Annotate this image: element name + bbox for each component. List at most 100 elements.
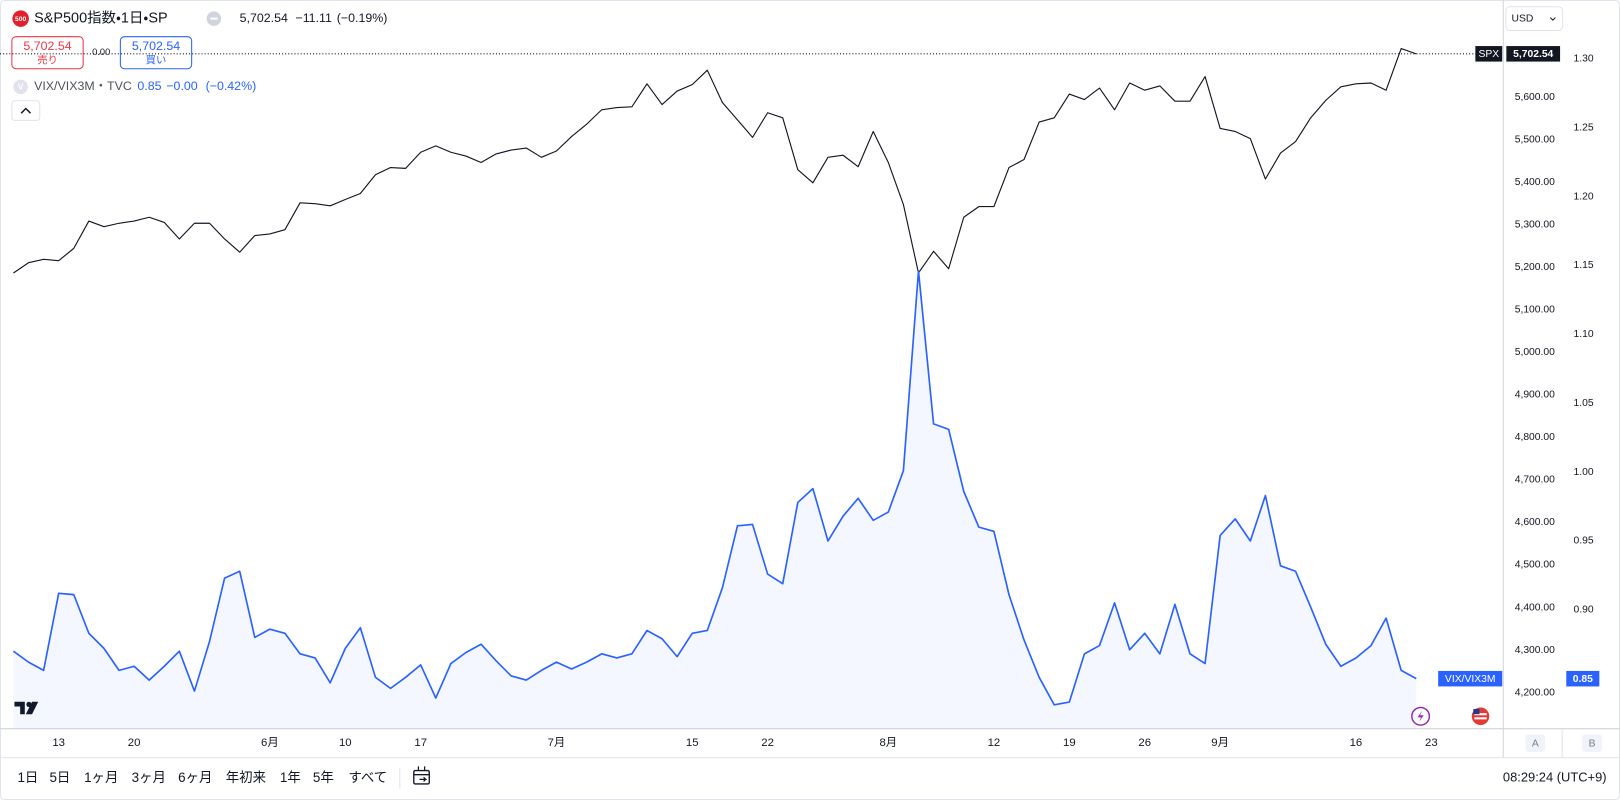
currency-chevron[interactable]: [1549, 17, 1556, 21]
currency[interactable]: USD: [1512, 13, 1534, 24]
collapse-chevron[interactable]: [20, 107, 31, 114]
y-tick-label: 0.95: [1574, 536, 1594, 547]
sell-button-frame[interactable]: [11, 36, 84, 70]
x-tick-label: 9月: [1211, 737, 1229, 749]
range-button[interactable]: すべて: [348, 770, 387, 785]
logo: [14, 701, 39, 715]
currency-frame[interactable]: [1505, 6, 1564, 32]
logo-part: [14, 701, 25, 715]
y-tick-label: 4,500.00: [1515, 560, 1555, 571]
calendar-icon[interactable]: [413, 769, 430, 785]
overlay-last: 0.85: [137, 79, 161, 93]
x-tick-label: 16: [1350, 737, 1363, 749]
last-price: 5,702.54: [240, 11, 288, 25]
y-tick-label: 1.00: [1574, 467, 1594, 478]
flag-stripe: [1474, 713, 1487, 716]
y-tick-label: 4,900.00: [1515, 390, 1555, 401]
price-tag: [1506, 46, 1561, 62]
area: [13, 271, 1417, 729]
calendar-icon[interactable]: [417, 766, 428, 782]
sell-price[interactable]: 5,702.54: [23, 39, 71, 53]
go-to-date-button[interactable]: [413, 766, 430, 785]
line: [13, 48, 1417, 274]
scale-button-label[interactable]: A: [1532, 738, 1539, 749]
x-tick-label: 19: [1063, 737, 1076, 749]
price-tag-label: 5,702.54: [1513, 49, 1553, 60]
x-tick-label: 15: [686, 737, 699, 749]
x-tick-label: 12: [988, 737, 1001, 749]
y-tick-label: 4,700.00: [1515, 475, 1555, 486]
clock[interactable]: 08:29:24 (UTC+9): [1503, 770, 1607, 785]
symbol-badge: [12, 10, 29, 27]
x-tick-label: 20: [128, 737, 141, 749]
range-button[interactable]: 1日: [17, 770, 38, 785]
event-icon-bolt[interactable]: [1417, 710, 1424, 722]
overlay-title[interactable]: VIX/VIX3M・TVC: [34, 79, 132, 93]
price-change: −11.11: [295, 11, 332, 25]
x-tick-label: 6月: [261, 737, 279, 749]
series-tag: [1438, 670, 1503, 687]
sell-button[interactable]: 5,702.54 売り: [11, 36, 84, 70]
logo-part: [25, 701, 39, 715]
range-button[interactable]: 5日: [49, 770, 70, 785]
y-tick-label: 1.15: [1574, 260, 1594, 271]
y-tick-label: 5,600.00: [1515, 92, 1555, 103]
overlay-change: −0.00: [166, 79, 197, 93]
series-tag-label: VIX/VIX3M: [1445, 674, 1496, 685]
x-tick-label: 13: [52, 737, 65, 749]
line: [12, 270, 1417, 706]
y-tick-label: 4,600.00: [1515, 517, 1555, 528]
y-tick-label: 1.25: [1574, 122, 1594, 133]
scale-button-a[interactable]: A: [1525, 734, 1546, 752]
buy-button[interactable]: 5,702.54 買い: [119, 36, 193, 70]
scale-button-label[interactable]: B: [1589, 738, 1596, 749]
range-button[interactable]: 1ヶ月: [84, 770, 118, 785]
y-tick-label: 1.10: [1574, 329, 1594, 340]
y-tick-label: 1.20: [1574, 191, 1594, 202]
y-tick-label: 5,300.00: [1515, 220, 1555, 231]
overlay-icon: [13, 79, 28, 95]
y-tick-label: 1.30: [1574, 54, 1594, 65]
overlay-change-pct: (−0.42%): [206, 79, 257, 93]
series-tag: [1475, 46, 1503, 62]
y-tick-label: 5,000.00: [1515, 347, 1555, 358]
scale-button-frame[interactable]: [1582, 734, 1602, 752]
x-tick-label: 10: [339, 737, 352, 749]
overlay-icon-text: V: [18, 83, 24, 92]
x-tick-label: 8月: [879, 737, 897, 749]
y-tick-label: 0.90: [1574, 605, 1594, 616]
x-tick-label: 17: [414, 737, 427, 749]
buy-price[interactable]: 5,702.54: [132, 39, 180, 53]
spread: 0.00: [92, 47, 110, 57]
collapse-frame[interactable]: [11, 100, 41, 121]
currency-selector[interactable]: USD: [1505, 6, 1564, 32]
range-button[interactable]: 5年: [313, 770, 334, 785]
y-tick-label: 4,400.00: [1515, 602, 1555, 613]
y-tick-label: 5,500.00: [1515, 135, 1555, 146]
scale-button-frame[interactable]: [1525, 734, 1546, 752]
range-button[interactable]: 3ヶ月: [132, 770, 166, 785]
y-tick-label: 1.05: [1574, 398, 1594, 409]
sell-label[interactable]: 売り: [37, 54, 58, 67]
collapse-legend-button[interactable]: [11, 100, 41, 121]
x-tick-label: 7月: [548, 737, 566, 749]
buy-label[interactable]: 買い: [146, 55, 167, 67]
y-tick-label: 5,400.00: [1515, 177, 1555, 188]
range-button[interactable]: 年初来: [226, 770, 266, 785]
price-tag-label: 0.85: [1573, 674, 1593, 685]
series-tag-label: SPX: [1478, 49, 1499, 60]
y-tick-label: 5,200.00: [1515, 262, 1555, 273]
range-button[interactable]: 6ヶ月: [178, 770, 212, 785]
symbol-title[interactable]: S&P500指数・1日・SP: [34, 9, 168, 26]
x-tick-label: 23: [1425, 737, 1438, 749]
buy-button-frame[interactable]: [119, 36, 193, 70]
range-button[interactable]: 1年: [280, 770, 301, 785]
flag-canton: [1473, 709, 1480, 715]
scale-button-b[interactable]: B: [1582, 734, 1602, 752]
y-tick-label: 4,800.00: [1515, 432, 1555, 443]
y-tick-label: 4,300.00: [1515, 645, 1555, 656]
price-tag: [1566, 670, 1600, 687]
